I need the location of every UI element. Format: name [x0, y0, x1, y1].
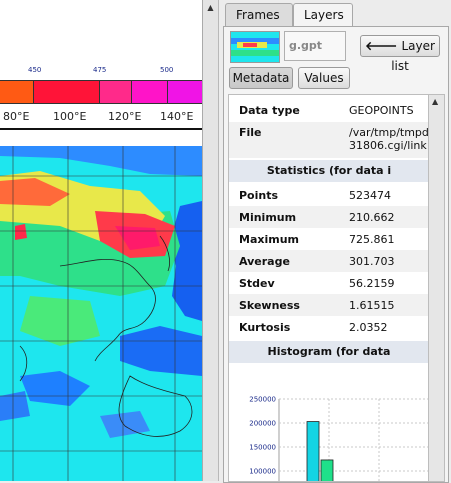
statistics-header: Statistics (for data i	[229, 160, 429, 182]
map-view[interactable]: 450 475 500 80°E 100°E 120°E 140°E	[0, 0, 203, 481]
colorbar-swatch	[132, 81, 168, 103]
colorbar-swatch	[167, 81, 202, 103]
histogram-chart: 250000 200000 150000 100000	[249, 396, 429, 481]
layer-list-button[interactable]: 🡐 Layer list	[360, 35, 440, 73]
histogram-y-tick-label: 150000	[249, 444, 276, 452]
metadata-value: GEOPOINTS	[349, 104, 414, 117]
metadata-scrollbar[interactable]: ▲	[428, 94, 445, 482]
stat-row: Kurtosis 2.0352	[229, 316, 429, 338]
stat-value: 523474	[349, 189, 391, 202]
side-panel: Frames Layers g.gpt 🡐 Layer list Metadat…	[219, 0, 451, 483]
stat-value: 56.2159	[349, 277, 395, 290]
tab-layers[interactable]: Layers	[293, 3, 353, 28]
stat-key: Average	[239, 255, 290, 268]
stat-key: Points	[239, 189, 279, 202]
metadata-table: Data type GEOPOINTS File /var/tmp/tmpd 3…	[228, 94, 430, 482]
colorbar-tick: 475	[93, 66, 107, 74]
values-button[interactable]: Values	[298, 67, 350, 89]
stat-row: Points 523474	[229, 184, 429, 206]
metadata-button[interactable]: Metadata	[229, 67, 293, 89]
map-vertical-scrollbar[interactable]: ▲	[203, 0, 219, 481]
stat-row: Minimum 210.662	[229, 206, 429, 228]
layer-list-label: Layer list	[391, 39, 435, 73]
histogram-y-tick-label: 200000	[249, 420, 276, 428]
longitude-label: 80°E	[3, 110, 30, 123]
arrow-left-icon: 🡐	[365, 39, 402, 53]
stat-key: Kurtosis	[239, 321, 291, 334]
longitude-label: 100°E	[53, 110, 87, 123]
layer-thumbnail[interactable]	[230, 31, 280, 63]
map-frame-line	[0, 128, 202, 130]
colorbar	[0, 80, 202, 104]
metadata-row: File /var/tmp/tmpd 31806.cgi/link	[229, 122, 429, 158]
scroll-up-icon[interactable]: ▲	[432, 97, 439, 106]
longitude-label: 140°E	[160, 110, 194, 123]
stat-key: Skewness	[239, 299, 300, 312]
histogram-y-tick-label: 100000	[249, 468, 276, 476]
stat-value: 1.61515	[349, 299, 395, 312]
metadata-key: File	[239, 126, 262, 139]
stat-key: Stdev	[239, 277, 275, 290]
histogram-y-tick-label: 250000	[249, 396, 276, 404]
metadata-row: Data type GEOPOINTS	[229, 99, 429, 121]
colorbar-tick-labels: 450 475 500	[0, 66, 202, 78]
stat-row: Stdev 56.2159	[229, 272, 429, 294]
stat-row: Average 301.703	[229, 250, 429, 272]
layers-panel: g.gpt 🡐 Layer list Metadata Values Data …	[223, 26, 449, 483]
histogram-header: Histogram (for data	[229, 341, 429, 363]
metadata-value: 31806.cgi/link	[349, 139, 427, 152]
metadata-key: Data type	[239, 104, 300, 117]
tab-frames[interactable]: Frames	[225, 3, 293, 26]
colorbar-tick: 450	[28, 66, 42, 74]
stat-key: Minimum	[239, 211, 297, 224]
histogram-bar	[320, 459, 334, 481]
colorbar-swatch	[0, 81, 35, 103]
colorbar-swatch	[100, 81, 133, 103]
metadata-value: /var/tmp/tmpd	[349, 126, 429, 139]
longitude-labels: 80°E 100°E 120°E 140°E	[0, 110, 202, 124]
colorbar-swatch	[34, 81, 101, 103]
scroll-up-icon[interactable]: ▲	[207, 3, 214, 12]
stat-value: 725.861	[349, 233, 395, 246]
layer-name-field[interactable]: g.gpt	[284, 31, 346, 61]
stat-row: Maximum 725.861	[229, 228, 429, 250]
stat-value: 210.662	[349, 211, 395, 224]
geopoints-map	[0, 146, 202, 481]
colorbar-tick: 500	[160, 66, 174, 74]
histogram-bar	[306, 421, 320, 481]
longitude-label: 120°E	[108, 110, 142, 123]
stat-key: Maximum	[239, 233, 299, 246]
stat-value: 2.0352	[349, 321, 388, 334]
stat-row: Skewness 1.61515	[229, 294, 429, 316]
layer-thumbnail-image	[231, 32, 279, 62]
stat-value: 301.703	[349, 255, 395, 268]
